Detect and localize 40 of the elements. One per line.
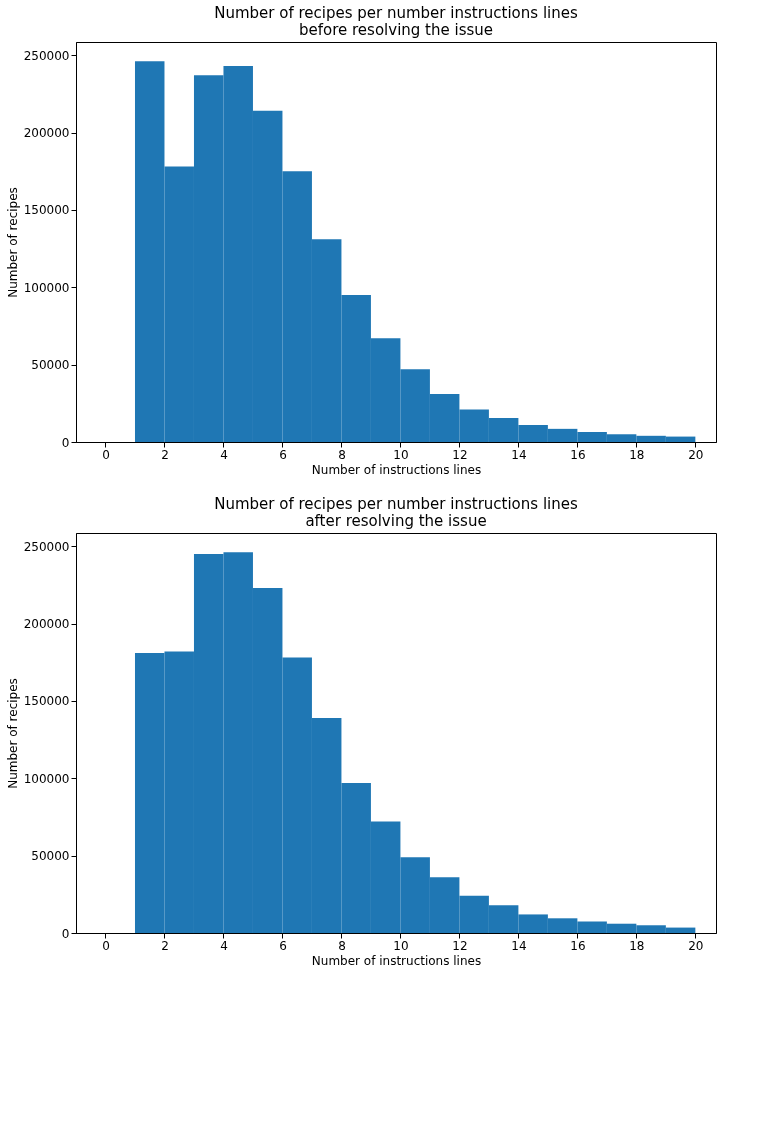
x-tick-label: 20 [688, 938, 704, 953]
y-axis-title: Number of recipes [5, 187, 20, 298]
x-tick-label: 14 [511, 938, 527, 953]
y-tick-label: 250000 [23, 539, 70, 554]
x-axis-title: Number of instructions lines [311, 953, 482, 968]
y-tick-label: 50000 [31, 358, 70, 373]
x-tick-label: 10 [393, 447, 409, 462]
chart-title: Number of recipes per number instructions lines before resolving the issue [214, 4, 578, 39]
y-axis-title: Number of recipes [5, 678, 20, 789]
y-tick-label: 250000 [23, 48, 70, 63]
y-tick-label: 0 [61, 926, 70, 941]
x-tick-label: 10 [393, 938, 409, 953]
x-tick-label: 12 [452, 447, 468, 462]
x-tick-label: 8 [338, 938, 346, 953]
chart-title: Number of recipes per number instructions lines after resolving the issue [214, 495, 578, 530]
x-tick-label: 2 [161, 447, 169, 462]
x-tick-label: 12 [452, 938, 468, 953]
x-tick-label: 20 [688, 447, 704, 462]
x-tick-label: 4 [220, 938, 228, 953]
x-tick-label: 16 [570, 938, 586, 953]
y-tick-label: 50000 [31, 849, 70, 864]
x-tick-label: 16 [570, 447, 586, 462]
x-tick-label: 4 [220, 447, 228, 462]
x-tick-label: 0 [102, 938, 110, 953]
x-tick-label: 6 [279, 447, 287, 462]
x-tick-label: 8 [338, 447, 346, 462]
x-axis-title: Number of instructions lines [311, 462, 482, 477]
y-tick-label: 100000 [23, 771, 70, 786]
x-tick-label: 18 [629, 447, 645, 462]
y-tick-label: 0 [61, 435, 70, 450]
x-tick-label: 14 [511, 447, 527, 462]
y-tick-label: 200000 [23, 126, 70, 141]
x-tick-label: 6 [279, 938, 287, 953]
y-tick-label: 100000 [23, 280, 70, 295]
x-tick-label: 2 [161, 938, 169, 953]
x-tick-label: 18 [629, 938, 645, 953]
x-tick-label: 0 [102, 447, 110, 462]
y-tick-label: 150000 [23, 694, 70, 709]
y-tick-label: 150000 [23, 203, 70, 218]
y-tick-label: 200000 [23, 617, 70, 632]
